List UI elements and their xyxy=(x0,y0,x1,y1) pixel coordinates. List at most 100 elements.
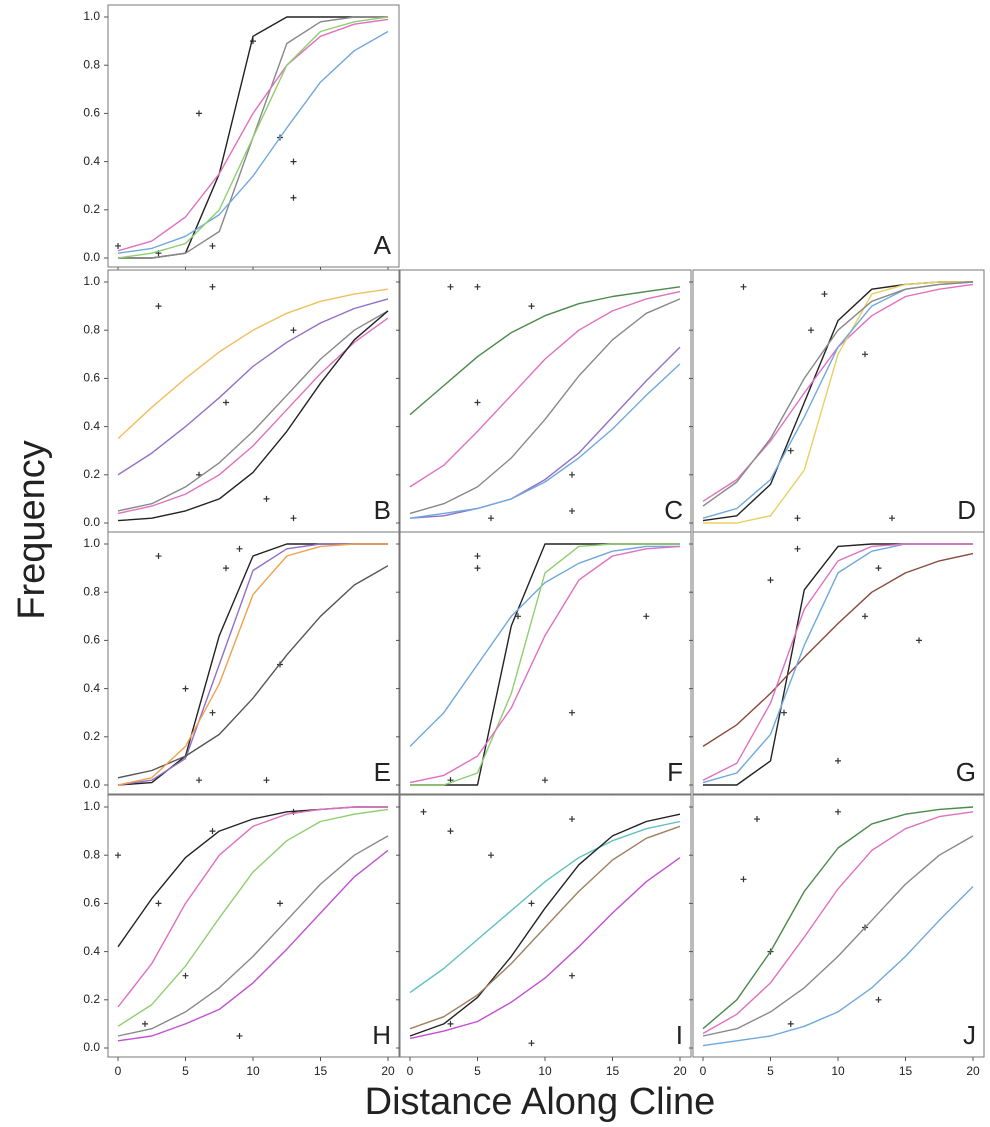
data-point xyxy=(835,757,841,764)
data-point xyxy=(528,303,535,310)
y-tick-label: 0.2 xyxy=(83,992,100,1006)
y-tick-label: 0.4 xyxy=(83,154,100,168)
data-point xyxy=(862,351,868,358)
data-point xyxy=(196,777,202,784)
data-point xyxy=(767,577,774,584)
x-tick-label: 10 xyxy=(246,1064,260,1078)
y-tick-label: 0.8 xyxy=(83,847,100,861)
cline xyxy=(117,18,389,252)
x-tick-label: 15 xyxy=(314,1064,328,1078)
data-point xyxy=(447,283,454,290)
data-point xyxy=(474,565,481,572)
y-tick-label: 0.2 xyxy=(83,467,100,481)
data-point xyxy=(569,471,575,478)
cline xyxy=(409,545,680,747)
data-point xyxy=(542,777,548,784)
cline xyxy=(702,806,974,1030)
data-point xyxy=(155,553,162,560)
data-point xyxy=(263,777,270,784)
data-point xyxy=(821,291,828,298)
y-tick-label: 1.0 xyxy=(83,274,100,288)
panel: 0.0 0.2 0.4 0.6 0.8 1.0 A xyxy=(83,4,400,271)
data-point xyxy=(740,283,747,290)
y-tick-label: 0.8 xyxy=(83,57,100,71)
x-axis-title: Distance Along Cline xyxy=(365,1081,716,1123)
cline xyxy=(117,310,389,512)
y-tick-label: 0.0 xyxy=(83,1040,100,1054)
x-tick-label: 20 xyxy=(673,1064,687,1078)
x-tick-label: 5 xyxy=(182,1064,189,1078)
cline xyxy=(117,806,388,1008)
x-tick-label: 20 xyxy=(966,1064,980,1078)
data-point xyxy=(115,852,121,859)
data-point xyxy=(787,1020,794,1027)
cline xyxy=(117,30,389,254)
cline xyxy=(702,886,974,1047)
y-axis-title: Frequency xyxy=(11,440,53,620)
data-point xyxy=(236,1032,243,1039)
panel-letter: G xyxy=(956,757,976,787)
panel-frame xyxy=(107,794,400,1058)
y-tick-label: 1.0 xyxy=(83,9,100,23)
x-tick-label: 0 xyxy=(700,1064,707,1078)
cline xyxy=(117,543,388,786)
data-point xyxy=(420,808,427,815)
x-tick-label: 15 xyxy=(899,1064,913,1078)
y-tick-label: 0.4 xyxy=(83,419,100,433)
panel: 0 5 10 15 20 J xyxy=(689,794,985,1078)
cline xyxy=(409,286,681,416)
cline xyxy=(410,543,680,786)
data-point xyxy=(155,900,162,907)
data-point xyxy=(447,1020,454,1027)
cline xyxy=(409,290,681,488)
cline xyxy=(117,317,389,515)
data-point xyxy=(875,565,882,572)
data-point xyxy=(569,507,575,514)
panel-letter: C xyxy=(664,495,683,525)
data-point xyxy=(488,852,494,859)
cline xyxy=(117,310,389,522)
data-point xyxy=(862,613,868,620)
panel: 0.0 0.2 0.4 0.6 0.8 1.0 E xyxy=(83,531,400,798)
y-tick-label: 0.4 xyxy=(83,944,100,958)
data-point xyxy=(488,515,494,522)
panel: 0.0 0.2 0.4 0.6 0.8 1.0 0 5 10 15 20 H xyxy=(83,794,400,1078)
cline xyxy=(702,543,973,781)
data-point xyxy=(209,242,216,249)
y-tick-label: 0.2 xyxy=(83,729,100,743)
data-point xyxy=(528,900,535,907)
data-point xyxy=(889,515,895,522)
y-tick-label: 0.0 xyxy=(83,515,100,529)
cline xyxy=(409,820,681,994)
panel: 0.0 0.2 0.4 0.6 0.8 1.0 B xyxy=(83,269,400,536)
panel-letter: A xyxy=(374,230,392,260)
y-tick-label: 0.8 xyxy=(83,322,100,336)
cline xyxy=(117,16,389,259)
x-tick-label: 20 xyxy=(381,1064,395,1078)
data-point xyxy=(916,637,922,644)
data-point xyxy=(875,996,882,1003)
data-point xyxy=(447,828,454,835)
cline xyxy=(702,281,974,507)
panel-frame xyxy=(107,531,400,795)
y-tick-label: 0.8 xyxy=(83,584,100,598)
data-point xyxy=(182,972,189,979)
data-point xyxy=(290,194,297,201)
panel: D xyxy=(689,269,985,536)
data-point xyxy=(209,828,216,835)
data-point xyxy=(781,709,787,716)
data-point xyxy=(290,327,297,334)
cline xyxy=(702,835,974,1037)
data-point xyxy=(115,242,121,249)
x-tick-label: 0 xyxy=(115,1064,122,1078)
panel-letter: E xyxy=(374,757,391,787)
panel-frame xyxy=(399,269,692,533)
cline xyxy=(702,552,974,747)
data-point xyxy=(569,816,575,823)
data-point xyxy=(643,613,650,620)
data-point xyxy=(155,303,162,310)
cline xyxy=(409,346,681,519)
cline xyxy=(409,298,681,515)
cline xyxy=(703,281,973,524)
